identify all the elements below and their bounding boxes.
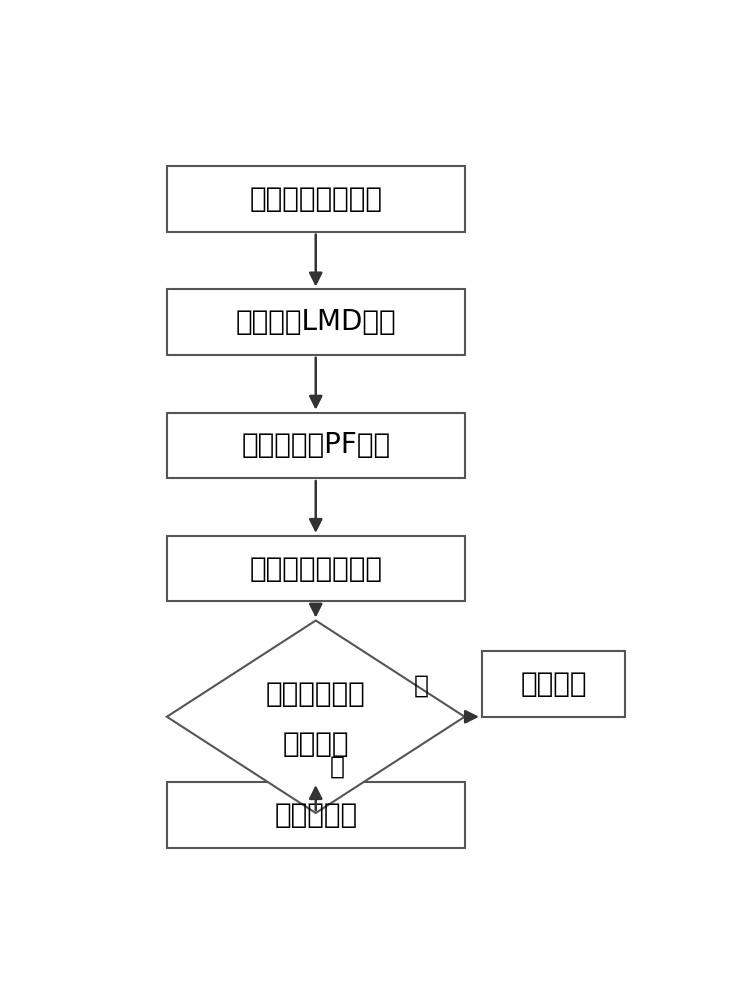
Text: 是: 是	[414, 674, 429, 698]
Bar	[482, 651, 625, 717]
Bar	[167, 782, 465, 848]
Bar	[167, 413, 465, 478]
Text: 否: 否	[330, 755, 345, 779]
Bar	[167, 289, 465, 355]
Text: 发生故障: 发生故障	[520, 670, 587, 698]
Text: 未发生故障: 未发生故障	[274, 801, 357, 829]
Text: 筛选主要的PF分量: 筛选主要的PF分量	[241, 431, 390, 459]
Text: 采集设备振动信号: 采集设备振动信号	[249, 185, 382, 213]
Polygon shape	[167, 620, 465, 813]
Text: 进行改进LMD分解: 进行改进LMD分解	[236, 308, 396, 336]
Bar	[167, 536, 465, 601]
Text: 计算瞬时幅值频谱: 计算瞬时幅值频谱	[249, 555, 382, 583]
Text: 二倍转频: 二倍转频	[282, 730, 349, 758]
Bar	[167, 166, 465, 232]
Text: 判断是否存在: 判断是否存在	[266, 680, 366, 708]
